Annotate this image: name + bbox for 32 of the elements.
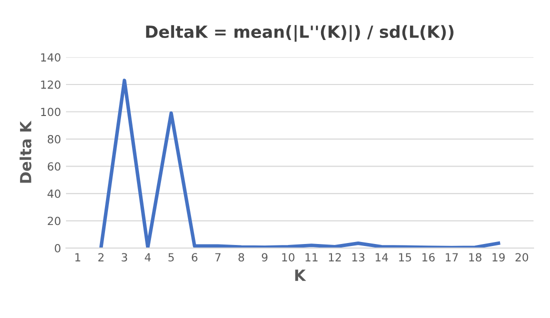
x-tick-label: 6 (192, 253, 198, 262)
x-tick-label: 2 (98, 253, 104, 262)
x-tick-label: 12 (328, 253, 341, 262)
x-tick-label: 17 (446, 253, 458, 262)
y-tick-label: 20 (48, 216, 60, 226)
y-tick-label: 120 (41, 80, 60, 89)
x-tick-label: 9 (262, 253, 268, 262)
line-series (99, 78, 500, 248)
x-tick-label: 3 (122, 253, 128, 262)
x-tick-label: 16 (422, 253, 435, 262)
x-tick-label: 7 (215, 253, 221, 262)
chart-title: DeltaK = mean(|L''(K)|) / sd(L(K)) (146, 25, 454, 42)
x-tick-label: 19 (492, 253, 505, 262)
y-tick-label: 40 (48, 190, 60, 198)
y-tick-label: 100 (41, 108, 60, 116)
x-tick-label: 13 (352, 253, 364, 262)
x-tick-label: 10 (282, 253, 294, 262)
x-tick-label: 15 (399, 253, 412, 262)
x-axis-title: K (295, 270, 306, 281)
x-tick-label: 5 (168, 253, 174, 262)
x-tick-label: 20 (516, 253, 528, 262)
x-tick-label: 18 (469, 253, 482, 262)
x-tick-label: 11 (306, 253, 318, 262)
x-tick-label: 8 (238, 253, 244, 262)
x-tick-label: 1 (75, 253, 80, 262)
y-tick-label: 80 (48, 134, 60, 144)
x-tick-label: 14 (376, 253, 388, 262)
y-tick-label: 0 (54, 244, 60, 252)
y-tick-label: 60 (48, 162, 60, 171)
y-axis-title: Delta K (20, 120, 32, 183)
y-tick-label: 140 (41, 53, 60, 62)
x-tick-label: 4 (144, 253, 151, 262)
